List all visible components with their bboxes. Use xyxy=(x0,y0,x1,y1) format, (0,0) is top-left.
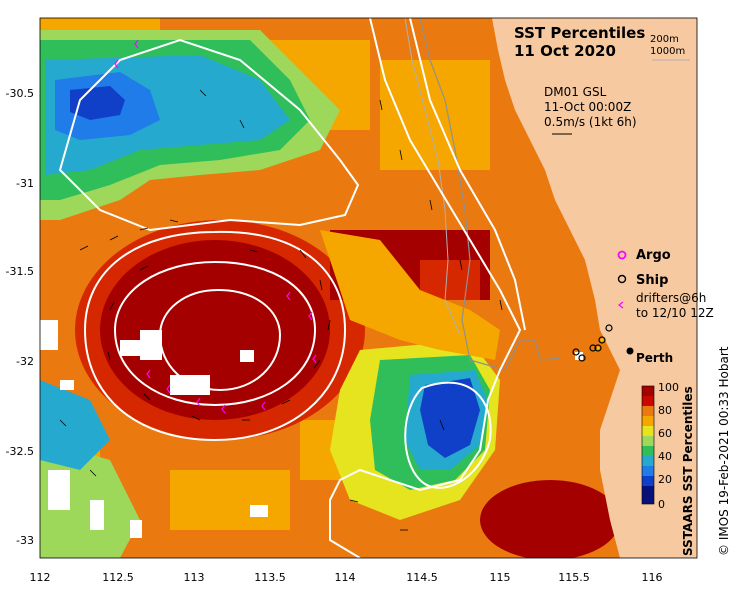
x-tick-label: 112.5 xyxy=(102,571,134,584)
isobath-200m xyxy=(419,18,561,371)
current-vectors xyxy=(59,89,503,531)
map-title-line1: SST Percentiles xyxy=(514,24,645,42)
cloud-gaps xyxy=(40,320,583,538)
x-tick-label: 114 xyxy=(335,571,356,584)
depth-legend-200m: 200m xyxy=(650,34,679,45)
current-time-label: 11-Oct 00:00Z xyxy=(544,100,631,114)
sst-warm-eddy xyxy=(75,220,620,558)
perth-marker xyxy=(626,347,634,355)
drifter-legend-label-1: drifters@6h xyxy=(636,291,706,305)
argo-legend-label: Argo xyxy=(636,248,671,263)
drifter-tracks xyxy=(114,39,317,414)
colorbar: 100 80 60 40 20 0 xyxy=(641,381,679,511)
colorbar-title: SSTAARS SST Percentiles xyxy=(681,386,695,556)
depth-legend-1000m: 1000m xyxy=(650,46,685,57)
map-plot-area: Perth xyxy=(40,18,697,558)
y-tick-label: -30.5 xyxy=(6,87,34,100)
x-tick-label: 113.5 xyxy=(254,571,286,584)
ship-legend-marker xyxy=(617,274,627,284)
current-model-label: DM01 GSL xyxy=(544,85,607,99)
x-tick-label: 114.5 xyxy=(406,571,438,584)
x-tick-label: 116 xyxy=(642,571,663,584)
x-tick-label: 113 xyxy=(184,571,205,584)
argo-legend-marker xyxy=(617,250,627,260)
x-tick-label: 115.5 xyxy=(558,571,590,584)
credit-text: © IMOS 19-Feb-2021 00:33 Hobart xyxy=(717,346,731,556)
colorbar-tick-label: 0 xyxy=(658,498,665,511)
y-tick-label: -33 xyxy=(16,534,34,547)
y-tick-label: -31.5 xyxy=(6,265,34,278)
ship-legend-label: Ship xyxy=(636,273,668,288)
colorbar-tick-label: 80 xyxy=(658,404,672,417)
sst-cool-northwest xyxy=(40,30,340,220)
current-scale-label: 0.5m/s (1kt 6h) xyxy=(544,115,637,129)
perth-label: Perth xyxy=(636,351,673,365)
isobath-1000m xyxy=(404,18,461,336)
map-title-line2: 11 Oct 2020 xyxy=(514,42,616,60)
sst-green-bands xyxy=(40,230,500,558)
colorbar-tick-label: 40 xyxy=(658,450,672,463)
drifter-legend-label-2: to 12/10 12Z xyxy=(636,306,714,320)
ssh-contours xyxy=(58,18,526,558)
y-tick-label: -32 xyxy=(16,355,34,368)
ship-markers xyxy=(572,324,613,362)
y-tick-label: -32.5 xyxy=(6,445,34,458)
colorbar-tick-label: 100 xyxy=(658,381,679,394)
plot-frame xyxy=(39,17,698,559)
ship-marker-fills xyxy=(596,338,604,350)
colorbar-tick-label: 60 xyxy=(658,427,672,440)
sst-cool-eddy xyxy=(330,340,500,520)
drifter-legend-marker xyxy=(618,301,624,309)
y-axis: -30.5 -31 -31.5 -32 -32.5 -33 xyxy=(6,87,34,547)
y-tick-label: -31 xyxy=(16,177,34,190)
x-axis: 112 112.5 113 113.5 114 114.5 115 115.5 … xyxy=(30,571,663,584)
colorbar-tick-label: 20 xyxy=(658,473,672,486)
x-tick-label: 115 xyxy=(490,571,511,584)
x-tick-label: 112 xyxy=(30,571,51,584)
